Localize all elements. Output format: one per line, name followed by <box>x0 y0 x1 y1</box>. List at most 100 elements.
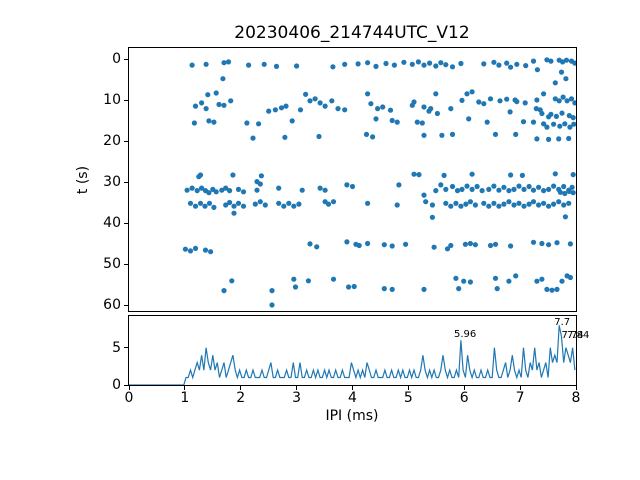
scatter-point <box>307 98 313 104</box>
scatter-point <box>566 113 572 119</box>
y-tick-mark <box>124 304 128 306</box>
scatter-point <box>552 96 558 102</box>
scatter-point <box>221 60 227 66</box>
scatter-point <box>244 120 250 126</box>
annotation-label: 7.84 <box>567 330 590 342</box>
scatter-point <box>342 61 348 67</box>
scatter-point <box>553 113 559 119</box>
scatter-point <box>536 184 542 190</box>
scatter-point <box>462 241 468 247</box>
scatter-point <box>305 278 311 284</box>
scatter-point <box>202 203 208 209</box>
x-tick-mark <box>575 386 577 390</box>
scatter-point <box>211 204 217 210</box>
scatter-point <box>559 110 565 116</box>
scatter-point <box>213 90 219 96</box>
scatter-point <box>292 284 299 290</box>
scatter-point <box>572 100 576 106</box>
scatter-point <box>501 184 507 190</box>
scatter-point <box>501 201 507 207</box>
scatter-point <box>294 63 300 69</box>
y-tick-label: 60 <box>103 297 121 313</box>
y-tick-mark <box>124 58 128 60</box>
scatter-point <box>506 278 512 284</box>
scatter-point <box>278 105 285 111</box>
y-tick-mark <box>124 99 128 101</box>
scatter-point <box>439 132 445 138</box>
scatter-point <box>456 286 462 292</box>
scatter-point <box>486 186 492 192</box>
annotation-label: 7.7 <box>554 317 571 329</box>
x-tick-mark <box>352 386 353 390</box>
scatter-point <box>506 199 512 205</box>
scatter-point <box>476 99 482 105</box>
scatter-point <box>536 202 542 208</box>
scatter-point <box>466 116 472 122</box>
scatter-point <box>526 183 532 190</box>
scatter-point <box>484 119 490 125</box>
scatter-point <box>459 97 465 103</box>
scatter-point <box>541 91 547 97</box>
scatter-point <box>256 121 262 127</box>
scatter-point <box>363 131 370 137</box>
scatter-point <box>469 186 475 192</box>
scatter-point <box>266 108 272 114</box>
scatter-point <box>530 119 537 125</box>
scatter-point <box>508 64 514 70</box>
scatter-point <box>227 188 233 194</box>
scatter-point <box>504 96 510 102</box>
scatter-point <box>526 201 532 207</box>
scatter-point <box>472 202 478 208</box>
scatter-point <box>530 199 537 205</box>
scatter-point <box>252 201 258 207</box>
scatter-point <box>235 200 242 206</box>
scatter-point <box>282 134 288 140</box>
scatter-point <box>396 182 402 188</box>
x-tick-label: 0 <box>124 390 134 406</box>
scatter-point <box>449 131 456 137</box>
scatter-point <box>346 284 352 290</box>
scatter-point <box>416 172 422 178</box>
scatter-point <box>194 188 200 194</box>
x-tick-label: 4 <box>348 390 357 406</box>
scatter-point <box>539 276 545 282</box>
scatter-point <box>444 246 451 252</box>
scatter-point <box>206 200 213 206</box>
scatter-point <box>322 103 328 109</box>
scatter-point <box>569 184 575 190</box>
scatter-point <box>316 133 322 140</box>
scatter-point <box>199 185 205 191</box>
scatter-point <box>564 98 570 104</box>
y-tick-mark <box>124 263 128 265</box>
scatter-point <box>522 100 528 106</box>
scatter-point <box>521 203 527 209</box>
scatter-point <box>317 185 323 191</box>
scatter-point <box>203 61 209 67</box>
scatter-point <box>554 286 560 292</box>
x-tick-mark <box>296 386 298 390</box>
scatter-point <box>487 242 494 249</box>
y-tick-label: 40 <box>103 215 121 231</box>
y-tick-label: 30 <box>103 174 121 190</box>
scatter-point <box>487 96 494 102</box>
scatter-point <box>394 119 400 125</box>
scatter-point <box>546 203 552 209</box>
scatter-point <box>454 188 461 194</box>
scatter-point <box>507 109 513 115</box>
scatter-point <box>197 172 204 178</box>
scatter-point <box>530 187 537 193</box>
histogram-line <box>129 325 576 385</box>
scatter-point <box>291 276 297 282</box>
scatter-point <box>453 200 459 206</box>
y-tick-mark <box>124 181 128 183</box>
scatter-point <box>281 203 287 209</box>
annotation-label: 5.96 <box>454 328 477 340</box>
scatter-point <box>562 214 568 220</box>
scatter-point <box>521 186 527 192</box>
x-tick-label: 3 <box>292 390 302 406</box>
scatter-point <box>554 240 560 246</box>
y-axis-label: t (s) <box>75 165 91 195</box>
scatter-point <box>231 210 237 216</box>
scatter-point <box>491 183 497 189</box>
scatter-point <box>546 242 552 248</box>
